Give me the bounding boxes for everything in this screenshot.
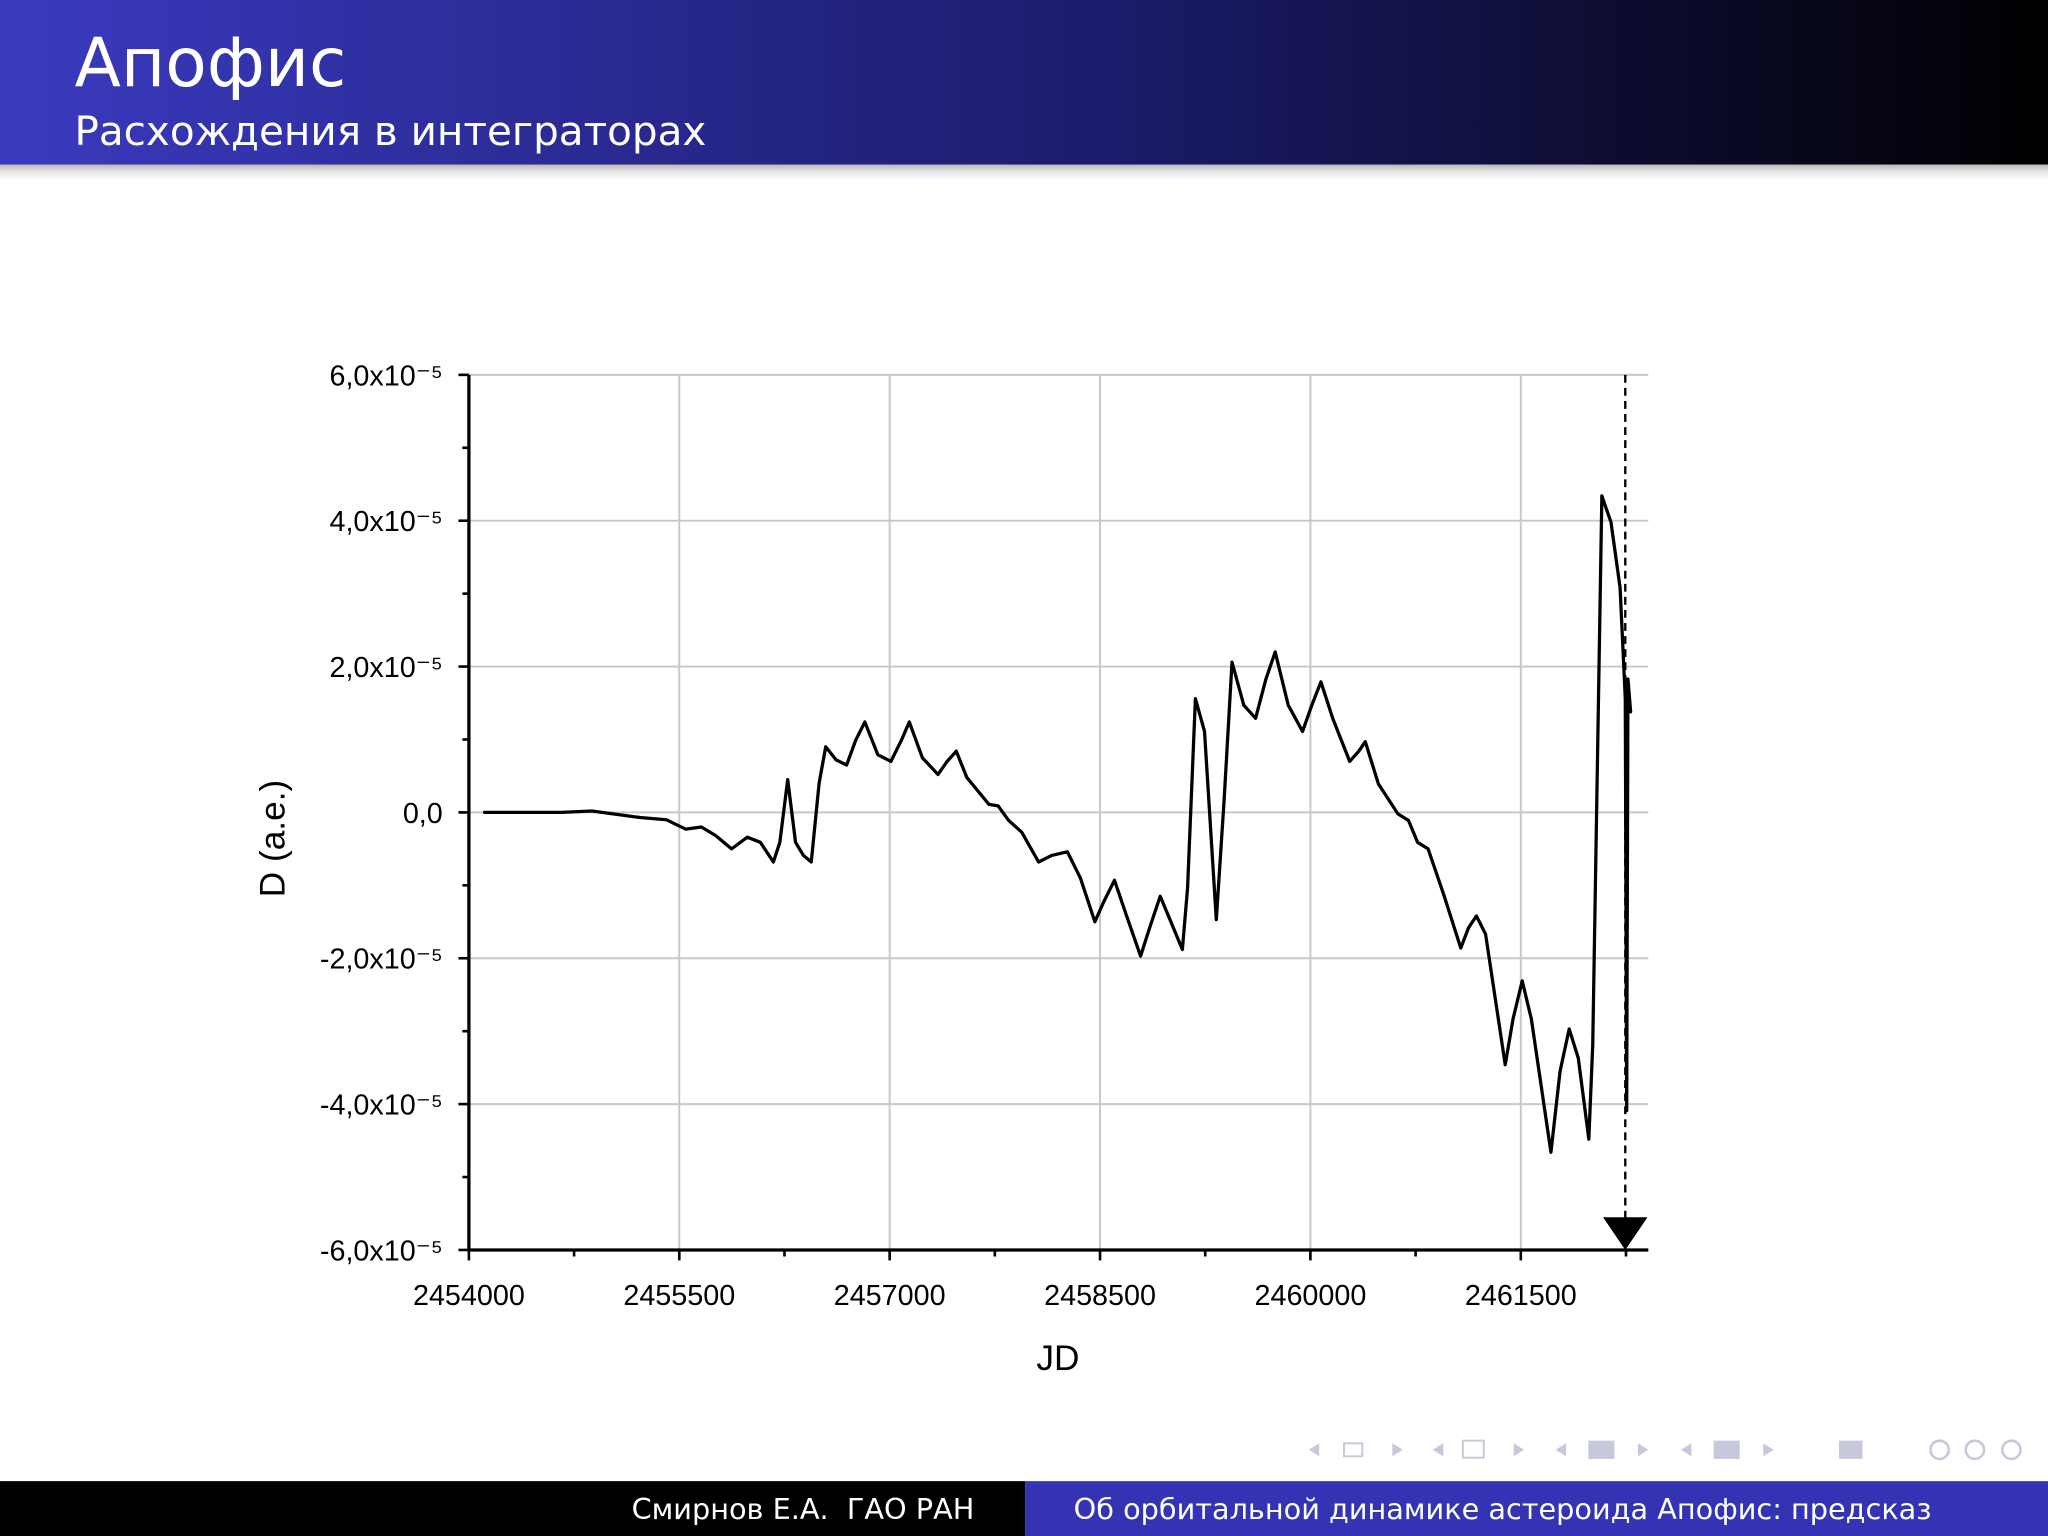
x-tick-label: 2461500	[1465, 1280, 1577, 1312]
footer-author: Смирнов Е.А. ГАО РАН	[632, 1492, 975, 1526]
nav-arrows	[1308, 1443, 1403, 1457]
y-tick-label: 2,0x10⁻⁵	[329, 652, 442, 684]
nav-search	[1964, 1439, 1986, 1461]
nav-sub	[1588, 1440, 1615, 1459]
nav-section	[1461, 1439, 1485, 1459]
nav-arrows-2	[1432, 1443, 1774, 1457]
slide-title: Апофис	[74, 24, 346, 103]
header-shadow	[0, 164, 2048, 183]
y-tick-label: -6,0x10⁻⁵	[320, 1235, 443, 1267]
y-tick-label: 4,0x10⁻⁵	[329, 506, 442, 538]
nav-frame	[1343, 1442, 1364, 1458]
header-bar	[0, 0, 2048, 165]
x-axis-label: JD	[1036, 1339, 1079, 1378]
nav-forward	[2000, 1439, 2022, 1461]
nav-doc	[1839, 1440, 1863, 1459]
y-tick-label: -2,0x10⁻⁵	[320, 944, 443, 976]
event-arrow	[1603, 1217, 1648, 1250]
nav-icons	[1308, 1439, 2022, 1461]
footer-left-bar	[0, 1481, 1026, 1536]
y-tick-label: 0,0	[403, 798, 443, 830]
y-tick-label: -4,0x10⁻⁵	[320, 1090, 443, 1122]
x-tick-label: 2457000	[834, 1280, 946, 1312]
slide-subtitle: Расхождения в интеграторах	[74, 107, 706, 155]
x-tick-label: 2458500	[1044, 1280, 1156, 1312]
y-axis-label: D (а.е.)	[254, 780, 293, 898]
nav-back	[1929, 1439, 1951, 1461]
data-line	[482, 494, 1633, 1154]
x-tick-label: 2454000	[413, 1280, 525, 1312]
x-tick-label: 2460000	[1255, 1280, 1367, 1312]
x-tick-label: 2455500	[623, 1280, 735, 1312]
footer-right-bar	[1025, 1481, 2048, 1536]
footer-talk-title: Об орбитальной динамике астероида Апофис…	[1074, 1492, 1932, 1526]
y-tick-label: 6,0x10⁻⁵	[329, 360, 442, 392]
nav-subsub	[1713, 1440, 1740, 1459]
